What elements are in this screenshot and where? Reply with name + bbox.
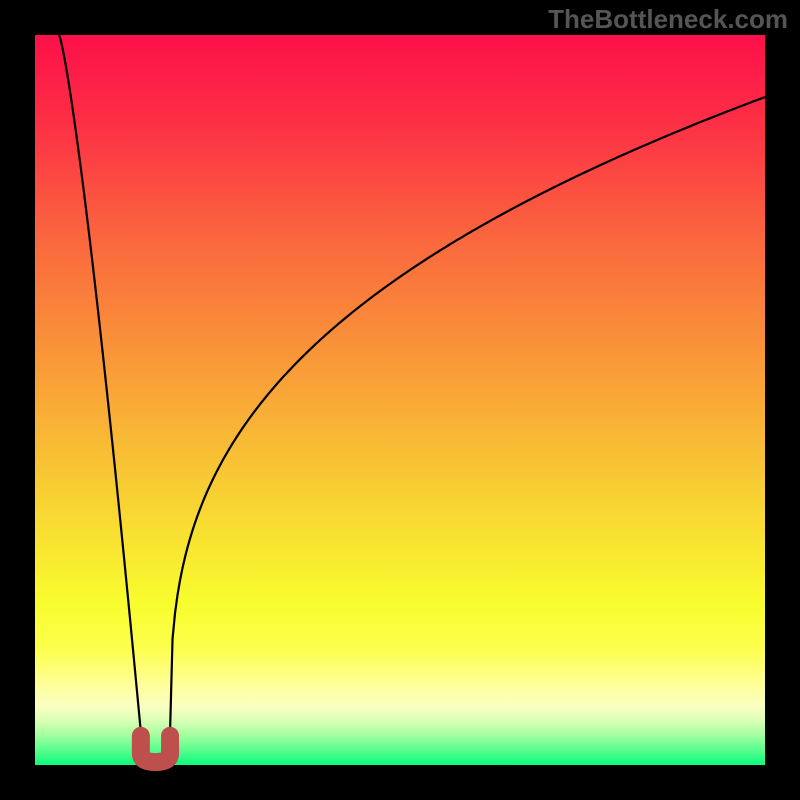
chart-stage: TheBottleneck.com xyxy=(0,0,800,800)
bottleneck-chart-svg xyxy=(0,0,800,800)
plot-background xyxy=(35,35,765,765)
watermark-text: TheBottleneck.com xyxy=(548,4,788,35)
